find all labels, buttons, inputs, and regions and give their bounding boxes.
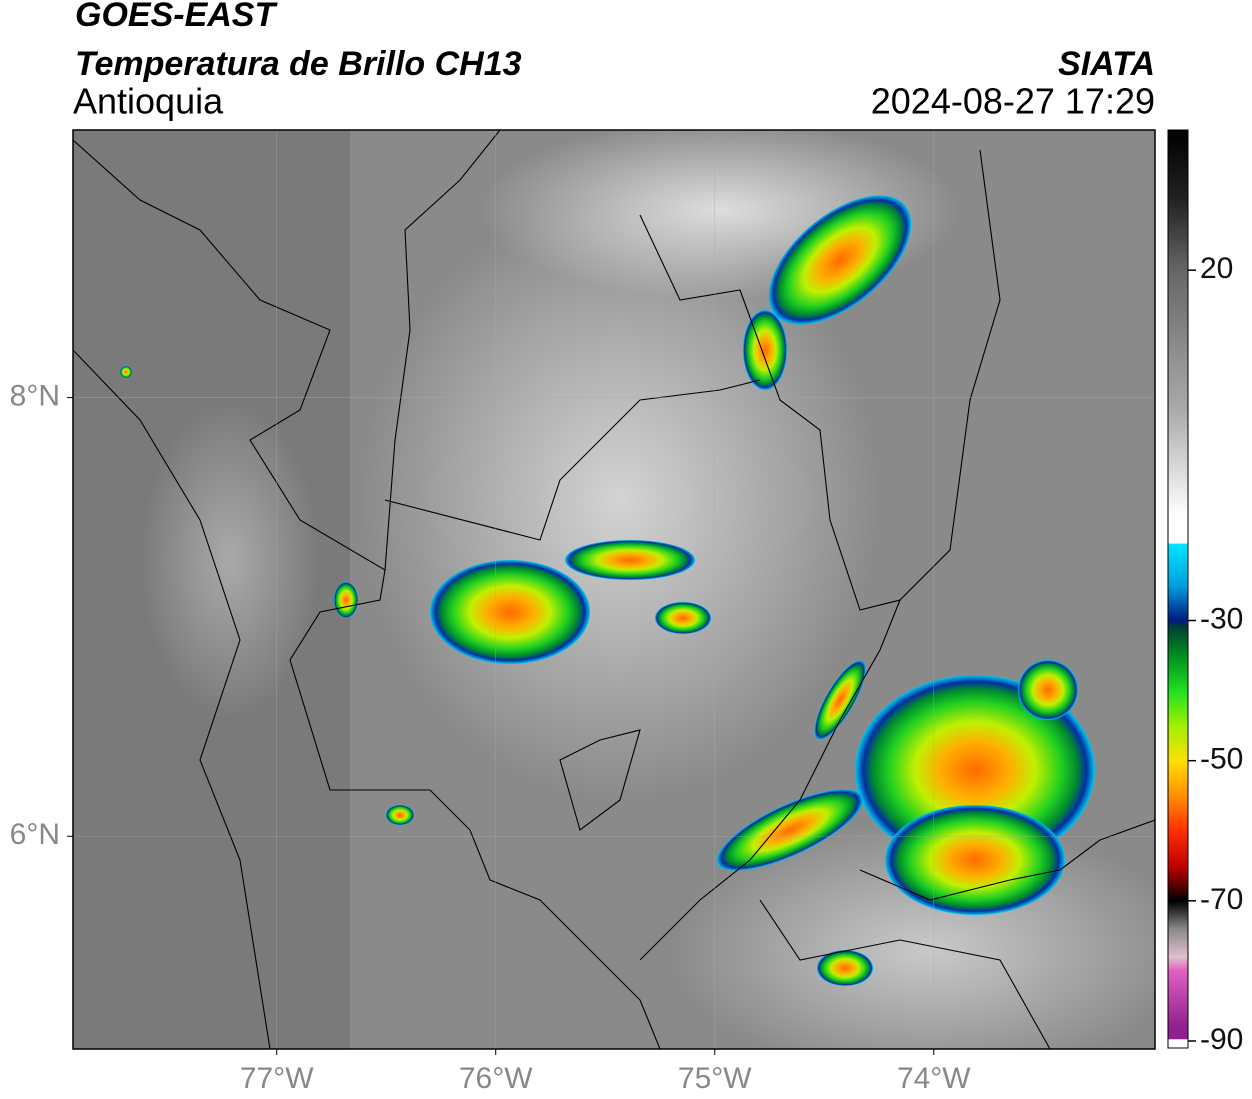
colorbar-label: -70	[1200, 883, 1243, 916]
datetime: 2024-08-27 17:29	[871, 81, 1155, 122]
lat-label: 8°N	[10, 380, 60, 413]
colorbar-label: -90	[1200, 1023, 1243, 1056]
colorbar-label: -50	[1200, 743, 1243, 776]
source: SIATA	[1058, 45, 1155, 83]
lat-label: 6°N	[10, 818, 60, 851]
lon-label: 75°W	[678, 1062, 752, 1095]
colorbar-label: 20	[1200, 252, 1233, 285]
graticule	[73, 130, 1155, 1049]
lon-label: 76°W	[459, 1062, 533, 1095]
region: Antioquia	[73, 81, 224, 122]
colorbar	[1167, 129, 1189, 1049]
map-frame	[72, 129, 1156, 1050]
satellite-title: GOES-EAST	[75, 0, 278, 34]
product-title: Temperatura de Brillo CH13	[75, 45, 522, 83]
lon-label: 77°W	[240, 1062, 314, 1095]
lon-label: 74°W	[897, 1062, 971, 1095]
map-image	[73, 130, 1155, 1049]
colorbar-label: -30	[1200, 602, 1243, 635]
